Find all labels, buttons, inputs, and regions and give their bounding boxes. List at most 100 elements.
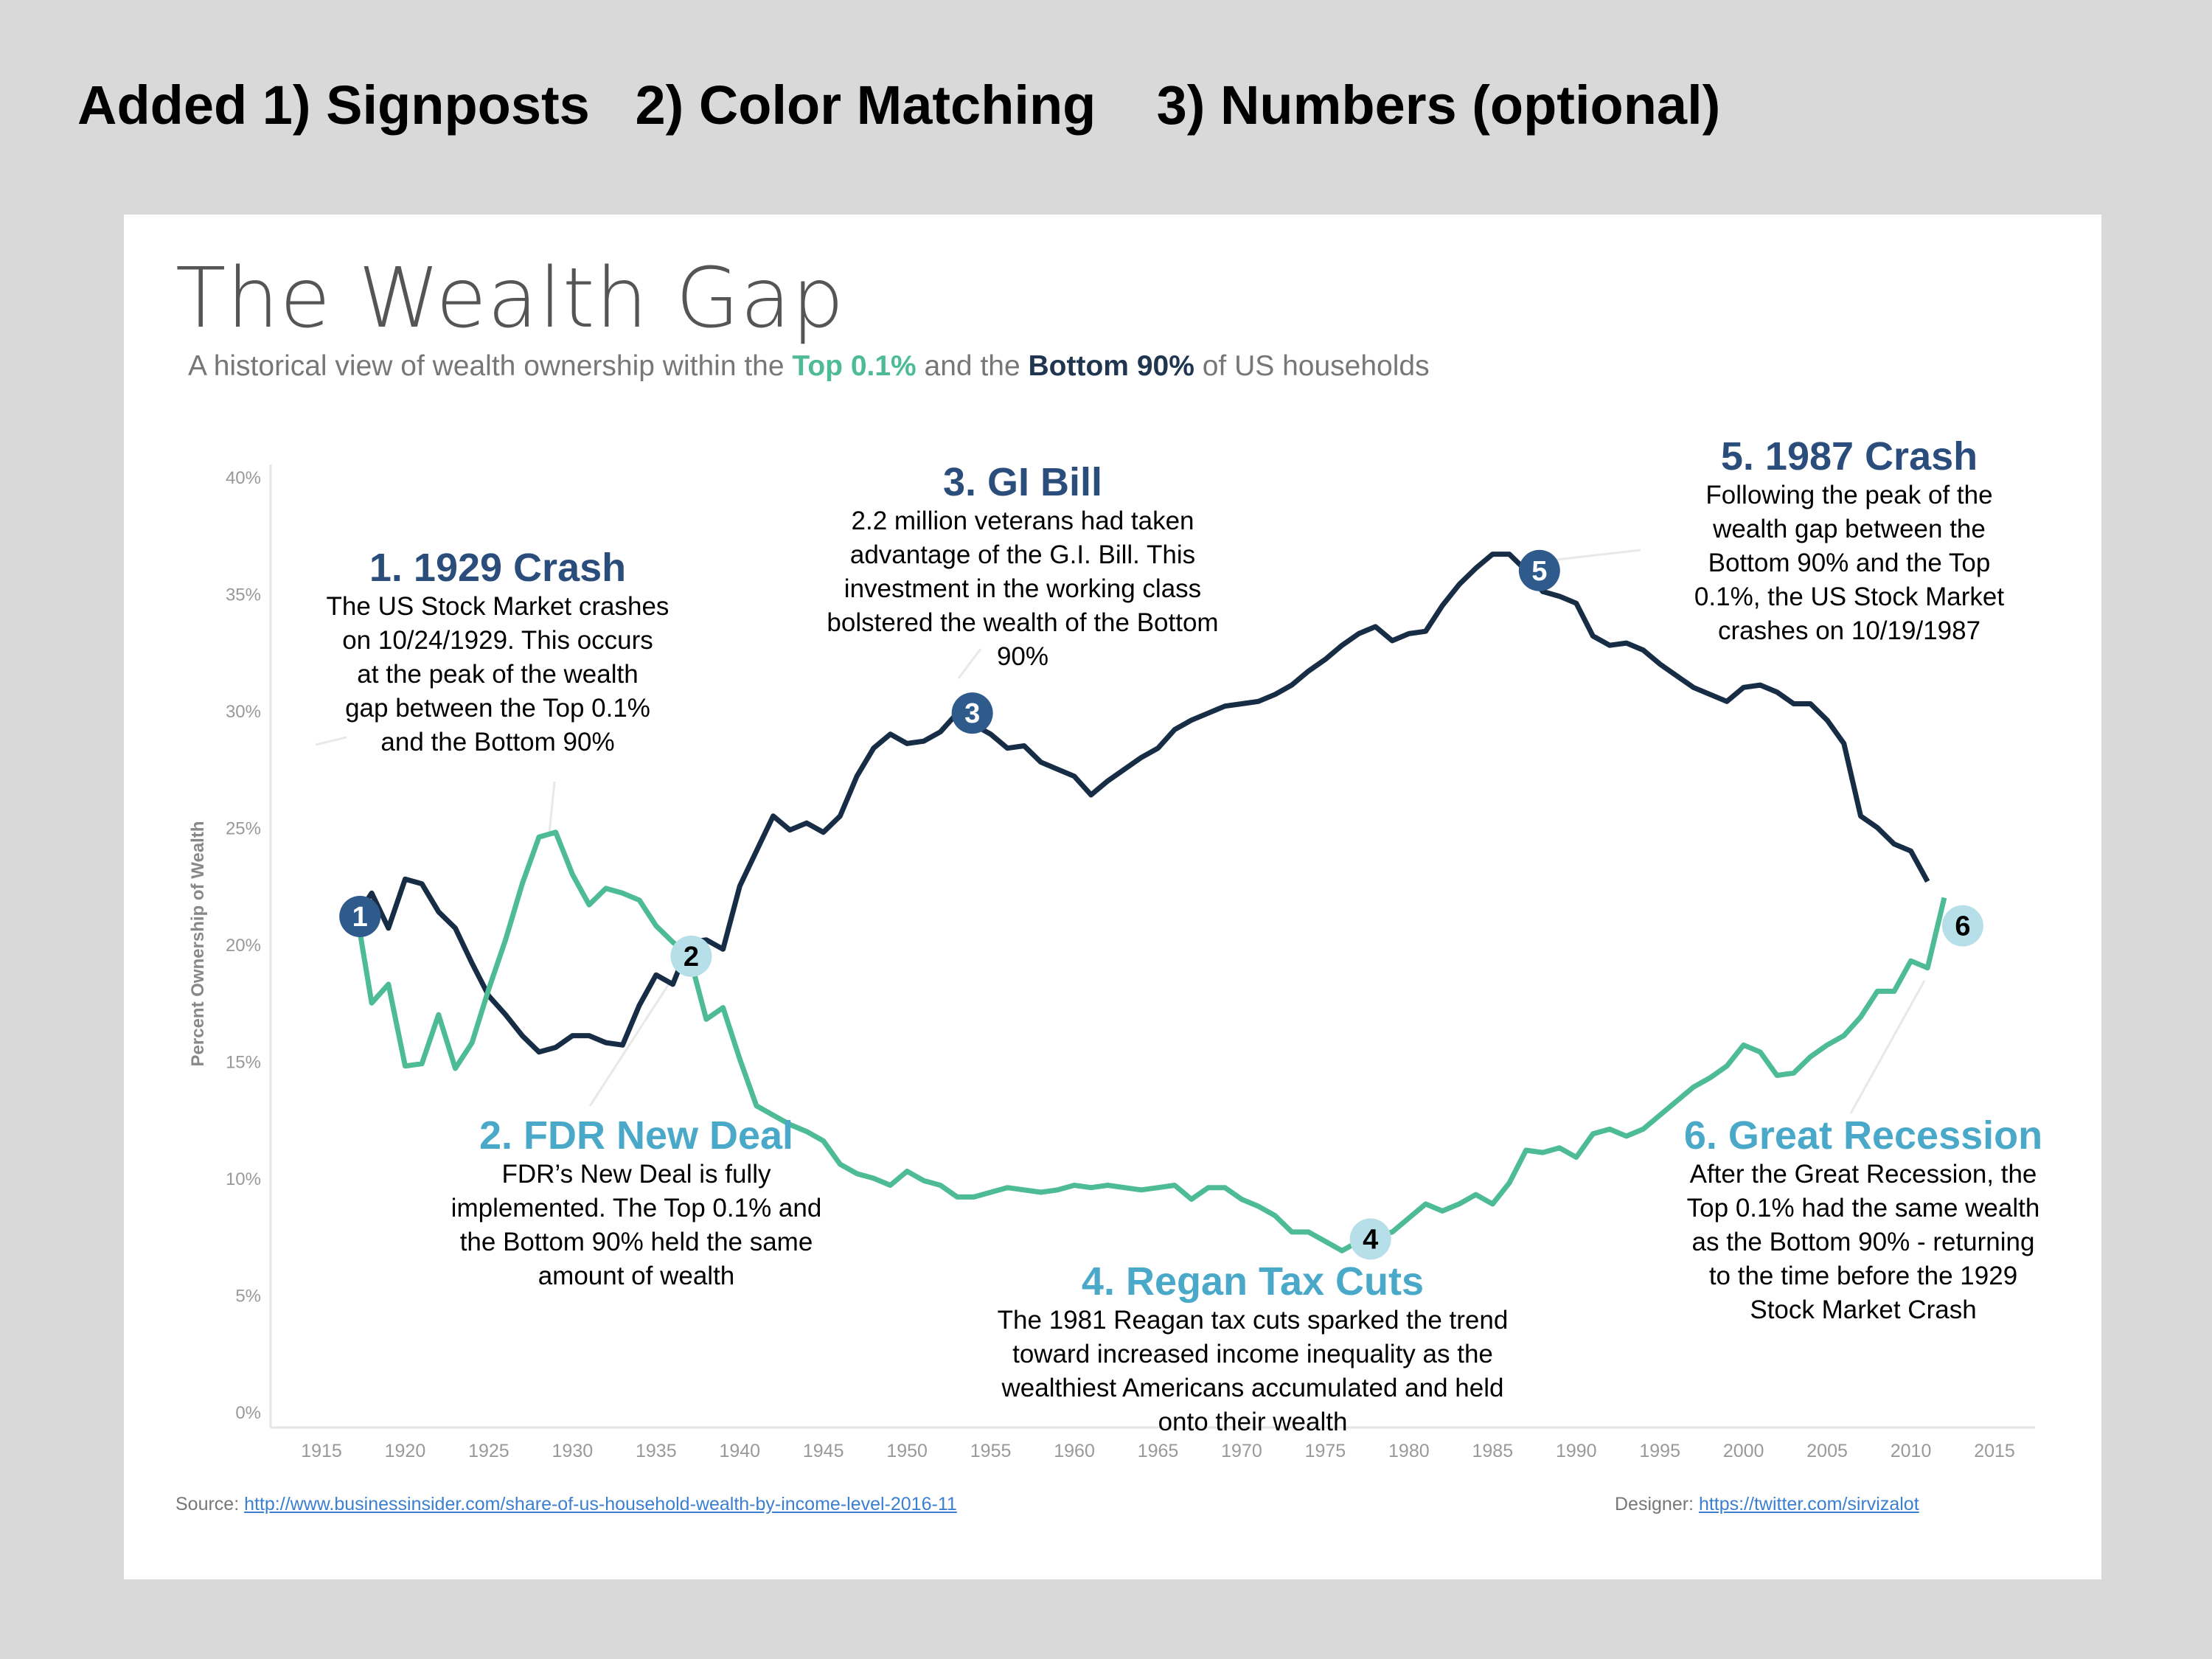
annotation-body: Following the peak of the wealth gap betw… — [1694, 479, 2004, 648]
x-tick-label: 1975 — [1305, 1441, 1346, 1461]
x-tick-label: 2010 — [1891, 1441, 1932, 1461]
annotation-line: FDR’s New Deal is fully — [501, 1160, 771, 1189]
annotation-4: 4. Regan Tax Cuts The 1981 Reagan tax cut… — [998, 1259, 1509, 1439]
annotation-leader-line — [957, 648, 982, 679]
x-tick-label: 1945 — [803, 1441, 844, 1461]
y-tick-label: 30% — [226, 702, 261, 722]
annotation-line: toward increased income inequality as th… — [1012, 1340, 1493, 1368]
x-tick-label: 2005 — [1806, 1441, 1848, 1461]
annotation-line: as the Bottom 90% - returning — [1691, 1228, 2035, 1256]
signpost-number: 1 — [352, 902, 368, 933]
annotation-title: 4. Regan Tax Cuts — [1081, 1259, 1425, 1304]
annotation-line: implemented. The Top 0.1% and — [451, 1194, 822, 1222]
annotation-line: advantage of the G.I. Bill. This — [849, 540, 1196, 569]
annotation-line: 0.1%, the US Stock Market — [1694, 582, 2005, 611]
annotation-line: Stock Market Crash — [1750, 1295, 1977, 1324]
annotation-title: 3. GI Bill — [942, 460, 1103, 504]
annotation-3: 3. GI Bill 2.2 million veterans had taken… — [827, 460, 1218, 674]
annotation-line: After the Great Recession, the — [1689, 1160, 2037, 1189]
annotation-2: 2. FDR New Deal FDR’s New Deal is fully im… — [451, 1113, 822, 1293]
annotation-line: crashes on 10/19/1987 — [1717, 616, 1981, 645]
x-tick-label: 1970 — [1221, 1441, 1262, 1461]
annotation-line: and the Bottom 90% — [380, 728, 615, 757]
annotation-line: Following the peak of the — [1705, 481, 1993, 509]
annotation-5: 5. 1987 Crash Following the peak of the we… — [1694, 434, 2004, 648]
x-tick-label: 2000 — [1723, 1441, 1764, 1461]
x-tick-label: 2015 — [1974, 1441, 2015, 1461]
subtitle-post: of US households — [1194, 350, 1430, 382]
y-tick-label: 15% — [226, 1053, 261, 1073]
designer-label: Designer: — [1615, 1494, 1699, 1514]
annotation-line: The 1981 Reagan tax cuts sparked the tre… — [997, 1306, 1509, 1335]
annotation-line: 2.2 million veterans had taken — [851, 507, 1194, 535]
annotation-body: 2.2 million veterans had taken advantage … — [827, 504, 1218, 674]
y-tick-label: 20% — [226, 936, 261, 956]
x-tick-label: 1960 — [1054, 1441, 1095, 1461]
dashboard-card — [124, 215, 2101, 1579]
annotation-line: on 10/24/1929. This occurs — [342, 626, 653, 655]
annotation-line: bolstered the wealth of the Bottom — [827, 608, 1219, 637]
designer-link[interactable]: https://twitter.com/sirvizalot — [1698, 1494, 1919, 1514]
annotation-title: 1. 1929 Crash — [369, 546, 627, 590]
chart-subtitle: A historical view of wealth ownership wi… — [188, 350, 1430, 383]
x-tick-label: 1935 — [636, 1441, 677, 1461]
signpost-number: 2 — [684, 942, 699, 973]
annotation-title: 5. 1987 Crash — [1720, 434, 1978, 479]
source-label: Source: — [175, 1494, 245, 1514]
annotation-body: FDR’s New Deal is fully implemented. The … — [451, 1158, 822, 1293]
subtitle-bottom-highlight: Bottom 90% — [1028, 350, 1194, 382]
signpost-marker-5 — [1518, 549, 1560, 591]
annotation-line: investment in the working class — [844, 574, 1202, 603]
y-tick-label: 25% — [226, 819, 261, 839]
x-tick-label: 1985 — [1472, 1441, 1513, 1461]
annotation-title: 2. FDR New Deal — [479, 1113, 794, 1158]
series-line-bottom-90- — [352, 552, 1930, 1055]
annotation-leader-line — [548, 781, 556, 834]
annotation-line: Bottom 90% and the Top — [1708, 549, 1991, 577]
subtitle-top-highlight: Top 0.1% — [792, 350, 917, 382]
series-line-top-0-1- — [352, 830, 1947, 1253]
y-tick-label: 0% — [235, 1403, 261, 1423]
annotation-line: The US Stock Market crashes — [326, 592, 669, 621]
annotation-line: to the time before the 1929 — [1708, 1262, 2018, 1290]
annotation-line: 90% — [996, 642, 1049, 671]
annotation-title: 6. Great Recession — [1683, 1113, 2043, 1158]
y-tick-label: 35% — [226, 585, 261, 605]
annotation-line: wealth gap between the — [1713, 515, 1986, 543]
signpost-marker-2 — [670, 935, 712, 977]
annotation-line: wealthiest Americans accumulated and hel… — [1001, 1374, 1504, 1402]
signpost-marker-4 — [1349, 1218, 1391, 1260]
chart-title: The Wealth Gap — [175, 251, 845, 347]
source-footer: Source: http://www.businessinsider.com/s… — [175, 1494, 957, 1515]
y-axis-label: Percent Ownership of Wealth — [188, 821, 208, 1067]
x-tick-label: 1940 — [719, 1441, 760, 1461]
annotation-body: After the Great Recession, the Top 0.1% h… — [1684, 1158, 2042, 1327]
annotation-line: onto their wealth — [1158, 1408, 1348, 1436]
y-tick-label: 5% — [235, 1287, 261, 1307]
x-tick-label: 1980 — [1388, 1441, 1430, 1461]
y-tick-label: 40% — [226, 468, 261, 488]
annotation-line: amount of wealth — [538, 1262, 735, 1290]
source-link[interactable]: http://www.businessinsider.com/share-of-… — [244, 1494, 957, 1514]
annotation-line: the Bottom 90% held the same — [459, 1228, 813, 1256]
x-tick-label: 1995 — [1639, 1441, 1680, 1461]
annotation-1: 1. 1929 Crash The US Stock Market crashes… — [327, 546, 669, 759]
x-tick-label: 1990 — [1556, 1441, 1597, 1461]
signpost-number: 3 — [964, 698, 980, 729]
signpost-number: 5 — [1531, 556, 1547, 587]
y-tick-label: 10% — [226, 1169, 261, 1189]
annotation-line: gap between the Top 0.1% — [345, 694, 650, 723]
annotation-body: The US Stock Market crashes on 10/24/1929… — [327, 590, 669, 759]
annotation-body: The 1981 Reagan tax cuts sparked the tre… — [998, 1304, 1509, 1439]
subtitle-pre: A historical view of wealth ownership wi… — [188, 350, 793, 382]
x-tick-label: 1930 — [552, 1441, 594, 1461]
annotation-6: 6. Great Recession After the Great Recess… — [1684, 1113, 2042, 1327]
signpost-marker-6 — [1941, 905, 1983, 947]
x-tick-label: 1965 — [1138, 1441, 1179, 1461]
x-tick-label: 1920 — [385, 1441, 426, 1461]
annotation-line: Top 0.1% had the same wealth — [1686, 1194, 2040, 1222]
x-tick-label: 1915 — [301, 1441, 342, 1461]
signpost-number: 6 — [1955, 911, 1970, 942]
annotation-leader-line — [588, 980, 672, 1107]
